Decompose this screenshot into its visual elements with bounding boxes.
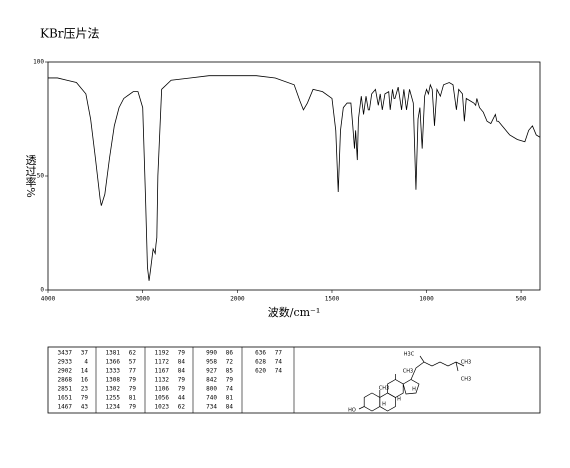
peak-transmittance: 23 — [81, 386, 89, 393]
x-tick-label: 2000 — [230, 296, 245, 303]
peak-transmittance: 74 — [226, 386, 234, 393]
peak-transmittance: 14 — [81, 368, 89, 375]
peak-transmittance: 79 — [178, 386, 186, 393]
structure-label: CH3 — [461, 377, 471, 383]
peak-wavenumber: 927 — [206, 368, 217, 375]
x-axis-label: 波数/cm⁻¹ — [268, 306, 321, 319]
peak-transmittance: 84 — [178, 368, 186, 375]
peak-wavenumber: 2902 — [58, 368, 73, 375]
peak-wavenumber: 1106 — [155, 386, 170, 393]
peak-transmittance: 16 — [81, 377, 89, 384]
peak-transmittance: 72 — [226, 359, 234, 366]
y-tick-label: 50 — [37, 173, 45, 180]
peak-transmittance: 79 — [81, 395, 89, 402]
structure-label: HO — [348, 408, 356, 414]
structure-label: H — [412, 387, 416, 393]
structure-label: H — [382, 402, 386, 408]
peak-wavenumber: 2868 — [58, 377, 73, 384]
peak-wavenumber: 1056 — [155, 395, 170, 402]
peak-wavenumber: 2933 — [58, 359, 73, 366]
plot-frame — [47, 61, 541, 291]
spectrum-line — [48, 75, 541, 281]
peak-transmittance: 57 — [129, 359, 137, 366]
peak-wavenumber: 1167 — [155, 368, 170, 375]
peak-wavenumber: 620 — [255, 368, 266, 375]
x-tick-label: 500 — [516, 296, 527, 303]
peak-wavenumber: 1381 — [106, 350, 121, 357]
peak-transmittance: 86 — [226, 350, 234, 357]
peak-transmittance: 74 — [275, 368, 283, 375]
y-axis-label: 透过率% — [24, 154, 37, 198]
peak-transmittance: 43 — [81, 404, 89, 411]
peak-wavenumber: 628 — [255, 359, 266, 366]
peak-transmittance: 79 — [129, 377, 137, 384]
peak-wavenumber: 1172 — [155, 359, 170, 366]
peak-wavenumber: 2851 — [58, 386, 73, 393]
peak-wavenumber: 1308 — [106, 377, 121, 384]
peak-transmittance: 79 — [129, 386, 137, 393]
structure-drawing — [358, 355, 465, 412]
structure-label: CH3 — [379, 386, 389, 392]
peak-transmittance: 44 — [178, 395, 186, 402]
peak-transmittance: 62 — [178, 404, 186, 411]
peak-wavenumber: 1302 — [106, 386, 121, 393]
peak-wavenumber: 1333 — [106, 368, 121, 375]
structure-label: H — [397, 397, 401, 403]
peak-transmittance: 84 — [226, 404, 234, 411]
peak-wavenumber: 636 — [255, 350, 266, 357]
peak-transmittance: 37 — [81, 350, 89, 357]
peak-transmittance: 79 — [178, 377, 186, 384]
x-tick-label: 1000 — [419, 296, 434, 303]
peak-transmittance: 77 — [129, 368, 137, 375]
peak-wavenumber: 740 — [206, 395, 217, 402]
peak-wavenumber: 1023 — [155, 404, 170, 411]
peak-wavenumber: 1467 — [58, 404, 73, 411]
structure-label: H3C — [404, 352, 415, 358]
peak-wavenumber: 734 — [206, 404, 217, 411]
peak-transmittance: 85 — [226, 368, 234, 375]
peak-wavenumber: 1366 — [106, 359, 121, 366]
peak-wavenumber: 800 — [206, 386, 217, 393]
peak-transmittance: 81 — [129, 395, 137, 402]
peak-transmittance: 74 — [275, 359, 283, 366]
peak-wavenumber: 1234 — [106, 404, 121, 411]
x-tick-label: 3000 — [135, 296, 150, 303]
chart-title: KBr压片法 — [40, 27, 100, 41]
y-tick-label: 100 — [33, 59, 44, 66]
y-tick-label: 0 — [40, 287, 44, 294]
peak-wavenumber: 958 — [206, 359, 217, 366]
peak-transmittance: 4 — [84, 359, 88, 366]
peak-wavenumber: 1651 — [58, 395, 73, 402]
x-tick-label: 4000 — [41, 296, 56, 303]
peak-wavenumber: 1192 — [155, 350, 170, 357]
peak-wavenumber: 990 — [206, 350, 217, 357]
peak-wavenumber: 1255 — [106, 395, 121, 402]
peak-wavenumber: 3437 — [58, 350, 73, 357]
peak-transmittance: 79 — [129, 404, 137, 411]
structure-label: CH3 — [461, 360, 471, 366]
structure-label: CH3 — [403, 369, 413, 375]
peak-transmittance: 79 — [226, 377, 234, 384]
peak-transmittance: 84 — [178, 359, 186, 366]
peak-transmittance: 77 — [275, 350, 283, 357]
x-tick-label: 1500 — [325, 296, 340, 303]
peak-wavenumber: 1132 — [155, 377, 170, 384]
peak-wavenumber: 842 — [206, 377, 217, 384]
peak-transmittance: 79 — [178, 350, 186, 357]
peak-transmittance: 62 — [129, 350, 137, 357]
peak-transmittance: 81 — [226, 395, 234, 402]
